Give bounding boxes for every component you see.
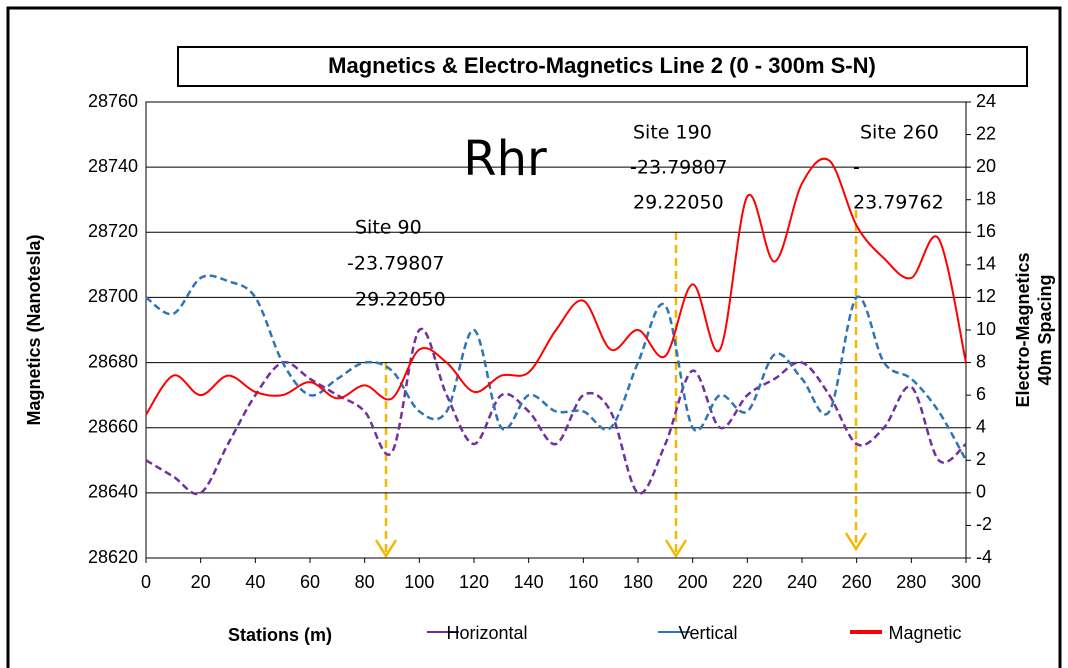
x-tick-label: 40 bbox=[245, 572, 265, 592]
legend-label: Horizontal bbox=[446, 623, 527, 643]
annotation: 29.22050 bbox=[633, 192, 724, 214]
annotation: Rhr bbox=[463, 131, 547, 187]
annotation: -23.79807 bbox=[347, 253, 445, 275]
series-line bbox=[145, 157, 967, 416]
annotation: Site 90 bbox=[355, 217, 422, 239]
y2-tick-label: 18 bbox=[976, 188, 996, 208]
x-tick-label: 280 bbox=[896, 572, 926, 592]
y2-tick-label: 22 bbox=[976, 123, 996, 143]
y-axis-title: Magnetics (Nanotesla) bbox=[24, 234, 44, 425]
title-box bbox=[177, 46, 1028, 87]
annotation: 23.79762 bbox=[853, 192, 944, 214]
y2-tick-label: 0 bbox=[976, 482, 986, 502]
annotation: - bbox=[853, 157, 860, 179]
y-tick-label: 28660 bbox=[88, 416, 138, 436]
series-line bbox=[145, 274, 968, 461]
series-line bbox=[145, 327, 967, 496]
y2-tick-label: -4 bbox=[976, 547, 992, 567]
x-tick-label: 300 bbox=[951, 572, 981, 592]
y2-tick-label: 20 bbox=[976, 156, 996, 176]
y-tick-label: 28700 bbox=[88, 286, 138, 306]
x-tick-label: 100 bbox=[404, 572, 434, 592]
y2-tick-label: 16 bbox=[976, 221, 996, 241]
x-tick-label: 140 bbox=[514, 572, 544, 592]
y2-tick-label: 24 bbox=[976, 91, 996, 111]
y2-axis-title: Electro-Magnetics bbox=[1013, 252, 1033, 407]
y-tick-label: 28640 bbox=[88, 482, 138, 502]
legend-label: Vertical bbox=[678, 623, 737, 643]
y-tick-label: 28740 bbox=[88, 156, 138, 176]
y-tick-label: 28720 bbox=[88, 221, 138, 241]
legend-label: Magnetic bbox=[888, 623, 961, 643]
y-tick-label: 28760 bbox=[88, 91, 138, 111]
x-tick-label: 80 bbox=[355, 572, 375, 592]
x-tick-label: 240 bbox=[787, 572, 817, 592]
y2-tick-label: 10 bbox=[976, 319, 996, 339]
y2-axis-title: 40m Spacing bbox=[1035, 274, 1055, 385]
y2-tick-label: 4 bbox=[976, 416, 986, 436]
y-tick-label: 28620 bbox=[88, 547, 138, 567]
annotation: Site 260 bbox=[860, 122, 939, 144]
x-tick-label: 220 bbox=[732, 572, 762, 592]
x-tick-label: 160 bbox=[568, 572, 598, 592]
y2-tick-label: 8 bbox=[976, 351, 986, 371]
x-tick-label: 180 bbox=[623, 572, 653, 592]
x-tick-label: 120 bbox=[459, 572, 489, 592]
x-tick-label: 0 bbox=[141, 572, 151, 592]
frame bbox=[6, 6, 1062, 668]
arrows bbox=[374, 210, 868, 559]
y2-tick-label: -2 bbox=[976, 514, 992, 534]
x-tick-label: 200 bbox=[678, 572, 708, 592]
annotation: -23.79807 bbox=[630, 157, 728, 179]
x-axis-title: Stations (m) bbox=[228, 625, 332, 645]
x-tick-label: 60 bbox=[300, 572, 320, 592]
annotation: Site 190 bbox=[633, 122, 712, 144]
y2-tick-label: 2 bbox=[976, 449, 986, 469]
y2-tick-label: 12 bbox=[976, 286, 996, 306]
annotation: 29.22050 bbox=[355, 289, 446, 311]
y2-tick-label: 6 bbox=[976, 384, 986, 404]
chart-title: Magnetics & Electro-Magnetics Line 2 (0 … bbox=[328, 53, 876, 78]
x-tick-label: 260 bbox=[842, 572, 872, 592]
y-tick-label: 28680 bbox=[88, 351, 138, 371]
x-tick-label: 20 bbox=[191, 572, 211, 592]
y2-tick-label: 14 bbox=[976, 254, 996, 274]
